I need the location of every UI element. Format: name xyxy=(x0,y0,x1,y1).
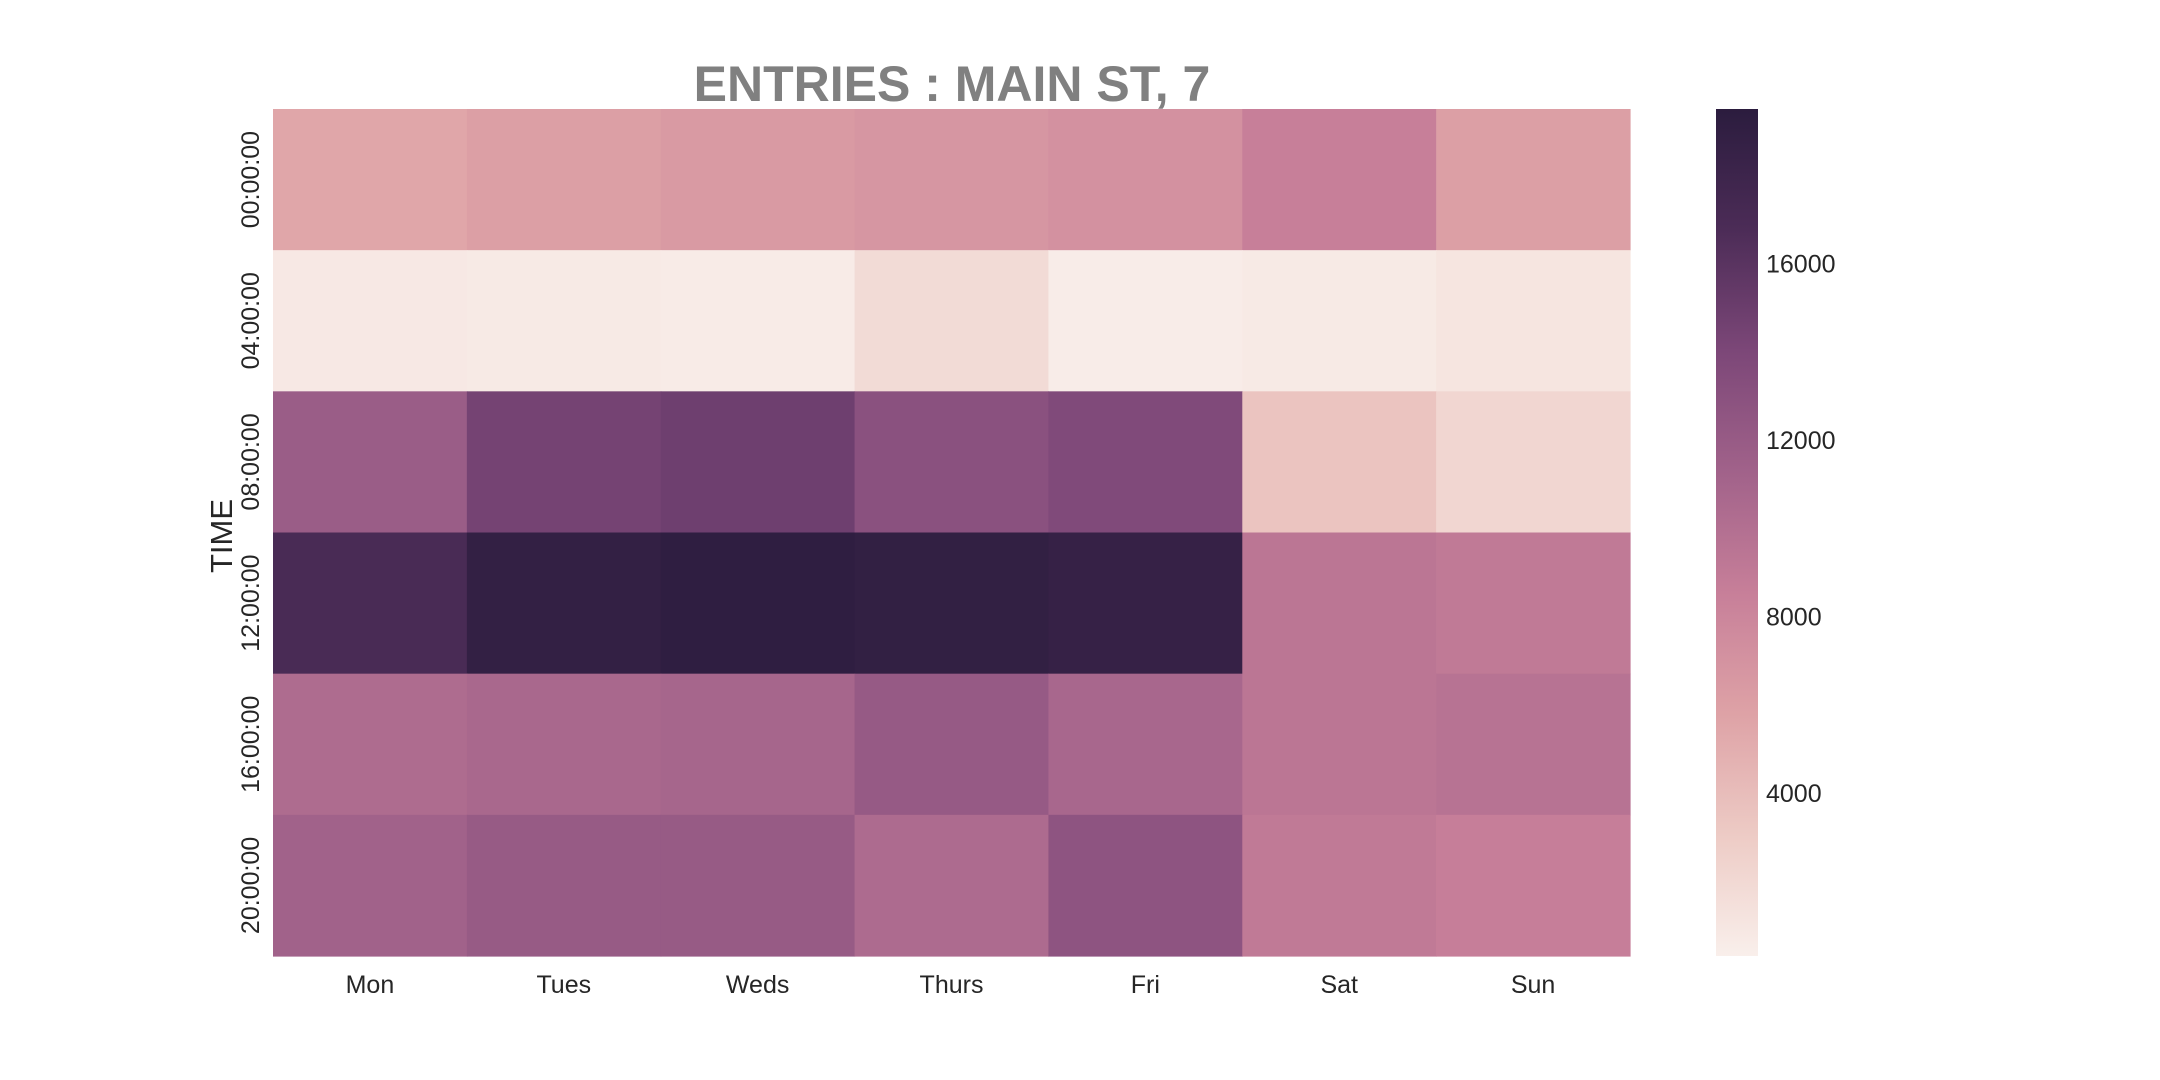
heatmap-cell xyxy=(1048,673,1243,816)
x-tick-label: Sun xyxy=(1511,971,1555,999)
x-tick-label: Tues xyxy=(536,971,591,999)
heatmap-cell xyxy=(1436,109,1631,251)
heatmap-cell xyxy=(1436,391,1631,534)
heatmap-cell xyxy=(1242,673,1437,816)
heatmap-cell xyxy=(854,814,1050,957)
x-tick-label: Mon xyxy=(346,971,395,999)
y-tick-labels: 00:00:00 04:00:00 08:00:00 12:00:00 16:00:00… xyxy=(237,131,265,934)
colorbar-tick-labels: 4000 8000 12000 16000 xyxy=(1766,250,1836,807)
heatmap-cell xyxy=(1436,673,1631,816)
x-tick-label: Weds xyxy=(726,971,789,999)
y-tick-label: 16:00:00 xyxy=(237,696,265,793)
heatmap-cell xyxy=(1436,814,1631,957)
heatmap-cell xyxy=(273,814,468,957)
y-tick-label: 12:00:00 xyxy=(237,554,265,651)
y-tick-label: 00:00:00 xyxy=(237,131,265,228)
x-tick-label: Sat xyxy=(1320,971,1358,999)
y-tick-label: 08:00:00 xyxy=(237,413,265,510)
heatmap-cell xyxy=(1242,532,1437,675)
chart-title: ENTRIES : MAIN ST, 7 xyxy=(694,56,1211,112)
heatmap-cell xyxy=(854,391,1050,534)
heatmap-cell xyxy=(466,109,662,251)
colorbar xyxy=(1716,109,1758,956)
heatmap-cell xyxy=(660,109,856,251)
heatmap-cell xyxy=(1242,109,1437,251)
heatmap-cell xyxy=(273,391,468,534)
heatmap-cell xyxy=(466,391,662,534)
heatmap-cell xyxy=(466,250,662,392)
heatmap-cell xyxy=(660,673,856,816)
heatmap-cell xyxy=(660,814,856,957)
heatmap-cell xyxy=(273,109,468,251)
heatmap-cell xyxy=(1048,814,1243,957)
heatmap-cell xyxy=(1048,109,1243,251)
heatmap-cell xyxy=(1048,391,1243,534)
y-tick-label: 04:00:00 xyxy=(237,272,265,369)
y-tick-label: 20:00:00 xyxy=(237,837,265,934)
heatmap-cell xyxy=(1242,814,1437,957)
x-tick-labels: Mon Tues Weds Thurs Fri Sat Sun xyxy=(346,971,1556,999)
colorbar-tick-label: 16000 xyxy=(1766,250,1836,278)
colorbar-tick-label: 8000 xyxy=(1766,603,1822,631)
heatmap-cells xyxy=(273,109,1631,957)
heatmap-cell xyxy=(273,673,468,816)
heatmap-cell xyxy=(854,250,1050,392)
heatmap-cell xyxy=(660,532,856,675)
heatmap-cell xyxy=(466,673,662,816)
heatmap-cell xyxy=(1242,391,1437,534)
heatmap-cell xyxy=(1436,250,1631,392)
heatmap-cell xyxy=(660,250,856,392)
heatmap-cell xyxy=(1242,250,1437,392)
heatmap-cell xyxy=(1436,532,1631,675)
heatmap-cell xyxy=(466,814,662,957)
heatmap-cell xyxy=(1048,532,1243,675)
heatmap-cell xyxy=(273,532,468,675)
heatmap-cell xyxy=(854,673,1050,816)
colorbar-tick-label: 4000 xyxy=(1766,780,1822,808)
heatmap-cell xyxy=(1048,250,1243,392)
heatmap-cell xyxy=(854,532,1050,675)
heatmap-cell xyxy=(466,532,662,675)
x-tick-label: Fri xyxy=(1131,971,1160,999)
y-axis-label: TIME xyxy=(204,499,239,573)
heatmap-cell xyxy=(854,109,1050,251)
heatmap-cell xyxy=(660,391,856,534)
heatmap-cell xyxy=(273,250,468,392)
x-tick-label: Thurs xyxy=(920,971,984,999)
colorbar-tick-label: 12000 xyxy=(1766,427,1836,455)
